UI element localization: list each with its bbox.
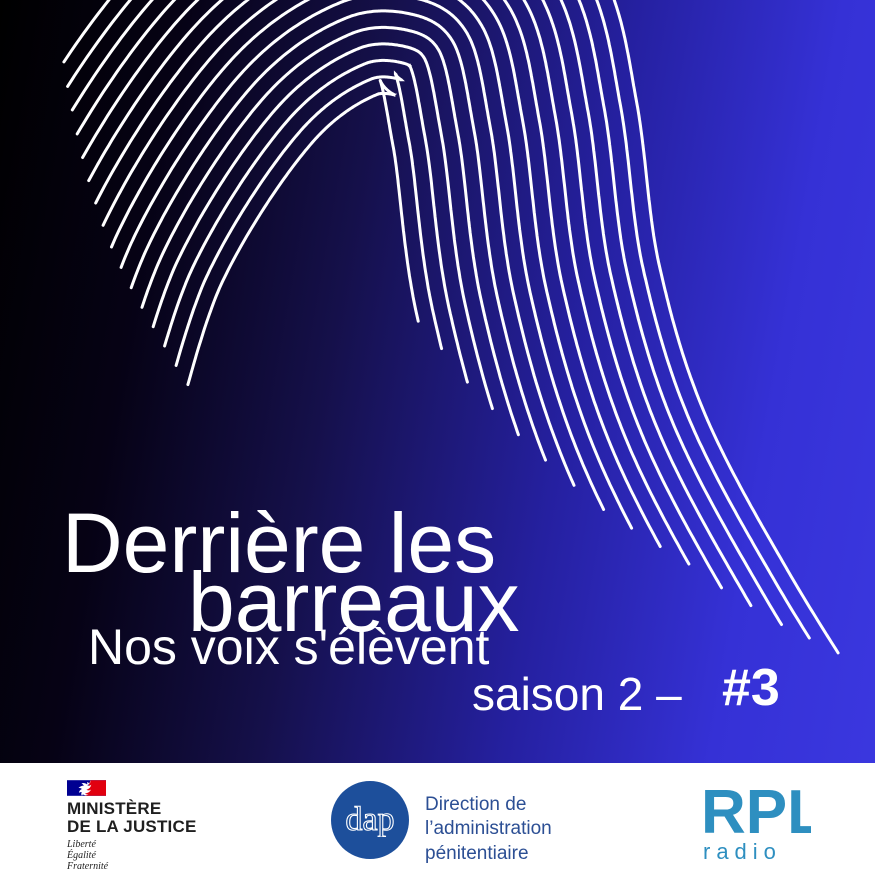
svg-text:radio: radio <box>703 839 782 863</box>
svg-text:dap: dap <box>345 803 394 837</box>
svg-text:RPL: RPL <box>701 778 811 847</box>
